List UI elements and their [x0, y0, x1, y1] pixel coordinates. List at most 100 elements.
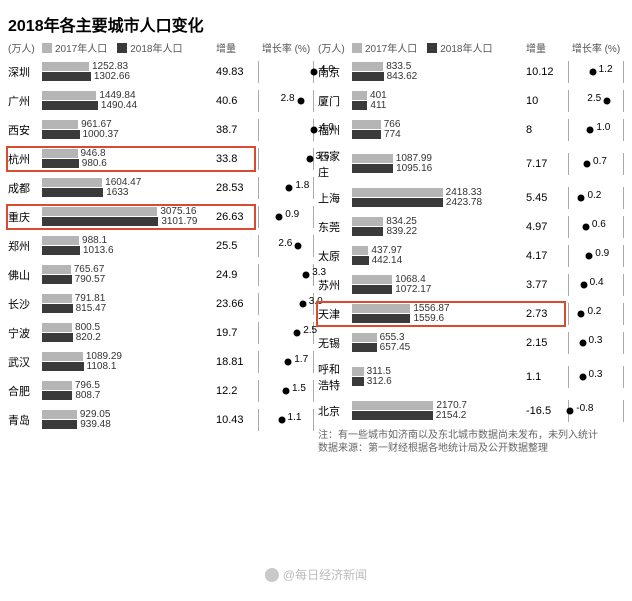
city-row: 太原 437.97 442.14 4.17 0.9	[318, 245, 624, 267]
legend-2018-label: 2018年人口	[130, 40, 182, 55]
city-name: 石家庄	[318, 148, 352, 180]
swatch-2017	[352, 43, 362, 53]
increment-value: 28.53	[216, 182, 258, 194]
bar-group: 1556.87 1559.6	[352, 303, 526, 325]
watermark-text: @每日经济新闻	[283, 566, 367, 583]
increment-value: 4.17	[526, 250, 568, 262]
city-name: 西安	[8, 122, 42, 138]
city-name: 上海	[318, 190, 352, 206]
chart-container: 2018年各主要城市人口变化 (万人) 2017年人口 2018年人口 增量 增…	[0, 0, 632, 601]
rate-cell: 0.2	[568, 303, 624, 325]
rate-value: 1.2	[599, 64, 613, 75]
bar-2018-value: 312.6	[364, 376, 392, 387]
bar-2017: 3075.16	[42, 207, 157, 216]
bar-2017: 1604.47	[42, 178, 102, 187]
bar-2018-value: 939.48	[77, 419, 111, 430]
rate-value: 0.4	[590, 277, 604, 288]
city-row: 厦门 401 411 10 2.5	[318, 90, 624, 112]
rate-value: 1.7	[294, 354, 308, 365]
increment-value: 38.7	[216, 124, 258, 136]
bar-2018: 808.7	[42, 391, 72, 400]
rate-cell: 2.5	[568, 90, 624, 112]
rate-dot	[579, 340, 586, 347]
bar-group: 2418.33 2423.78	[352, 187, 526, 209]
rate-dot	[306, 156, 313, 163]
city-name: 成都	[8, 180, 42, 196]
bar-2018: 3101.79	[42, 217, 158, 226]
increment-value: 23.66	[216, 298, 258, 310]
bar-2018-value: 808.7	[72, 390, 100, 401]
city-name: 杭州	[8, 151, 42, 167]
rate-cell: 0.7	[568, 153, 624, 175]
city-name: 深圳	[8, 64, 42, 80]
swatch-2018	[427, 43, 437, 53]
bar-2017: 1068.4	[352, 275, 392, 284]
legend-2017-label: 2017年人口	[55, 40, 107, 55]
bar-2017: 655.3	[352, 333, 377, 342]
bar-2018: 980.6	[42, 159, 79, 168]
rate-cell: 0.3	[568, 332, 624, 354]
bar-group: 834.25 839.22	[352, 216, 526, 238]
bar-2017: 437.97	[352, 246, 368, 255]
increment-value: 33.8	[216, 153, 258, 165]
rate-track	[258, 409, 314, 431]
rate-cell: 1.8	[258, 177, 314, 199]
bar-2017: 833.5	[352, 62, 383, 71]
city-row: 合肥 796.5 808.7 12.2 1.5	[8, 380, 314, 402]
legend-2017: 2017年人口	[42, 40, 107, 55]
bar-2018-value: 2154.2	[433, 410, 467, 421]
left-column: (万人) 2017年人口 2018年人口 增量 增长率 (%) 深圳 1252.…	[8, 40, 314, 455]
bar-group: 1604.47 1633	[42, 177, 216, 199]
bar-2018: 839.22	[352, 227, 383, 236]
bar-2017: 766	[352, 120, 381, 129]
bar-2017: 800.5	[42, 323, 72, 332]
bar-group: 988.1 1013.6	[42, 235, 216, 257]
bar-group: 929.05 939.48	[42, 409, 216, 431]
increment-value: 26.63	[216, 211, 258, 223]
rate-dot	[578, 195, 585, 202]
bar-2018: 1559.6	[352, 314, 410, 323]
city-row: 成都 1604.47 1633 28.53 1.8	[8, 177, 314, 199]
city-row: 北京 2170.7 2154.2 -16.5 -0.8	[318, 400, 624, 422]
city-row: 郑州 988.1 1013.6 25.5 2.6	[8, 235, 314, 257]
city-name: 厦门	[318, 93, 352, 109]
rate-value: 0.9	[285, 209, 299, 220]
swatch-2018	[117, 43, 127, 53]
bar-2018: 2423.78	[352, 198, 443, 207]
increment-value: 10.12	[526, 66, 568, 78]
column-header: (万人) 2017年人口 2018年人口 增量 增长率 (%)	[8, 40, 314, 55]
bar-2018-value: 1490.44	[98, 100, 137, 111]
header-rate: 增长率 (%)	[568, 40, 624, 55]
city-name: 宁波	[8, 325, 42, 341]
bar-group: 833.5 843.62	[352, 61, 526, 83]
bar-2018-value: 1072.17	[392, 284, 431, 295]
bar-2018-value: 774	[381, 129, 401, 140]
city-name: 太原	[318, 248, 352, 264]
bar-group: 2170.7 2154.2	[352, 400, 526, 422]
city-row: 广州 1449.84 1490.44 40.6 2.8	[8, 90, 314, 112]
bar-2017: 946.8	[42, 149, 78, 158]
rate-dot	[586, 253, 593, 260]
city-name: 广州	[8, 93, 42, 109]
rate-track	[258, 119, 314, 141]
bar-2018-value: 1108.1	[84, 361, 117, 372]
bar-2018: 790.57	[42, 275, 72, 284]
rate-value: 0.2	[587, 190, 601, 201]
city-row: 天津 1556.87 1559.6 2.73 0.2	[318, 303, 624, 325]
rate-dot	[567, 408, 574, 415]
bar-2017: 961.67	[42, 120, 78, 129]
rate-dot	[276, 214, 283, 221]
rate-value: 0.6	[592, 219, 606, 230]
rate-cell: 3.3	[258, 264, 314, 286]
rate-cell: 1.0	[568, 119, 624, 141]
bar-group: 1087.99 1095.16	[352, 153, 526, 175]
city-row: 东莞 834.25 839.22 4.97 0.6	[318, 216, 624, 238]
rate-cell: 1.7	[258, 351, 314, 373]
bar-2017: 1449.84	[42, 91, 96, 100]
rate-value: 0.9	[595, 248, 609, 259]
increment-value: 19.7	[216, 327, 258, 339]
header-increment: 增量	[216, 40, 258, 55]
rate-dot	[283, 388, 290, 395]
bar-2018: 411	[352, 101, 367, 110]
city-row: 西安 961.67 1000.37 38.7 4.0	[8, 119, 314, 141]
